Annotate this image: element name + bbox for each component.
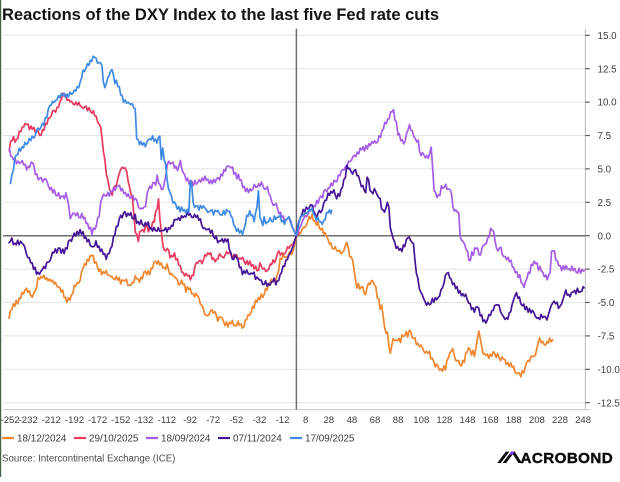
svg-text:-192: -192	[65, 415, 84, 426]
svg-text:248: 248	[575, 415, 591, 426]
svg-text:-7.5: -7.5	[598, 332, 615, 343]
svg-text:-2.5: -2.5	[598, 265, 615, 276]
svg-text:-92: -92	[183, 415, 197, 426]
svg-text:15.0: 15.0	[598, 31, 618, 42]
svg-text:28: 28	[323, 415, 334, 426]
svg-text:-152: -152	[111, 415, 130, 426]
svg-text:Reactions of the DXY Index to: Reactions of the DXY Index to the last f…	[2, 6, 439, 24]
svg-text:-12.5: -12.5	[598, 398, 620, 409]
svg-text:18/09/2024: 18/09/2024	[161, 433, 211, 444]
svg-text:-32: -32	[252, 415, 266, 426]
svg-text:-72: -72	[206, 415, 220, 426]
svg-text:7.5: 7.5	[598, 131, 612, 142]
svg-text:-5.0: -5.0	[598, 298, 615, 309]
svg-text:208: 208	[529, 415, 545, 426]
svg-text:-212: -212	[42, 415, 61, 426]
svg-text:168: 168	[483, 415, 499, 426]
svg-text:188: 188	[506, 415, 522, 426]
svg-text:-132: -132	[134, 415, 153, 426]
svg-text:17/09/2025: 17/09/2025	[305, 433, 355, 444]
svg-text:12.5: 12.5	[598, 64, 618, 75]
svg-text:228: 228	[552, 415, 568, 426]
svg-text:68: 68	[370, 415, 381, 426]
svg-text:-252: -252	[1, 415, 20, 426]
svg-text:108: 108	[413, 415, 429, 426]
svg-text:-172: -172	[88, 415, 107, 426]
svg-text:07/11/2024: 07/11/2024	[233, 433, 282, 444]
svg-text:8: 8	[303, 415, 308, 426]
svg-text:-232: -232	[19, 415, 38, 426]
svg-text:Source: Intercontinental Excha: Source: Intercontinental Exchange (ICE)	[2, 454, 175, 465]
svg-text:-10.0: -10.0	[598, 365, 620, 376]
svg-text:-52: -52	[229, 415, 243, 426]
svg-text:128: 128	[436, 415, 452, 426]
svg-text:10.0: 10.0	[598, 98, 618, 109]
svg-text:-12: -12	[276, 415, 290, 426]
svg-text:18/12/2024: 18/12/2024	[17, 433, 67, 444]
svg-text:88: 88	[393, 415, 404, 426]
svg-text:29/10/2025: 29/10/2025	[89, 433, 139, 444]
svg-text:2.5: 2.5	[598, 198, 612, 209]
svg-text:48: 48	[347, 415, 358, 426]
svg-text:0.0: 0.0	[598, 231, 612, 242]
svg-text:5.0: 5.0	[598, 165, 612, 176]
svg-text:-112: -112	[158, 415, 177, 426]
svg-text:148: 148	[459, 415, 475, 426]
svg-text:ACROBOND: ACROBOND	[521, 450, 614, 467]
